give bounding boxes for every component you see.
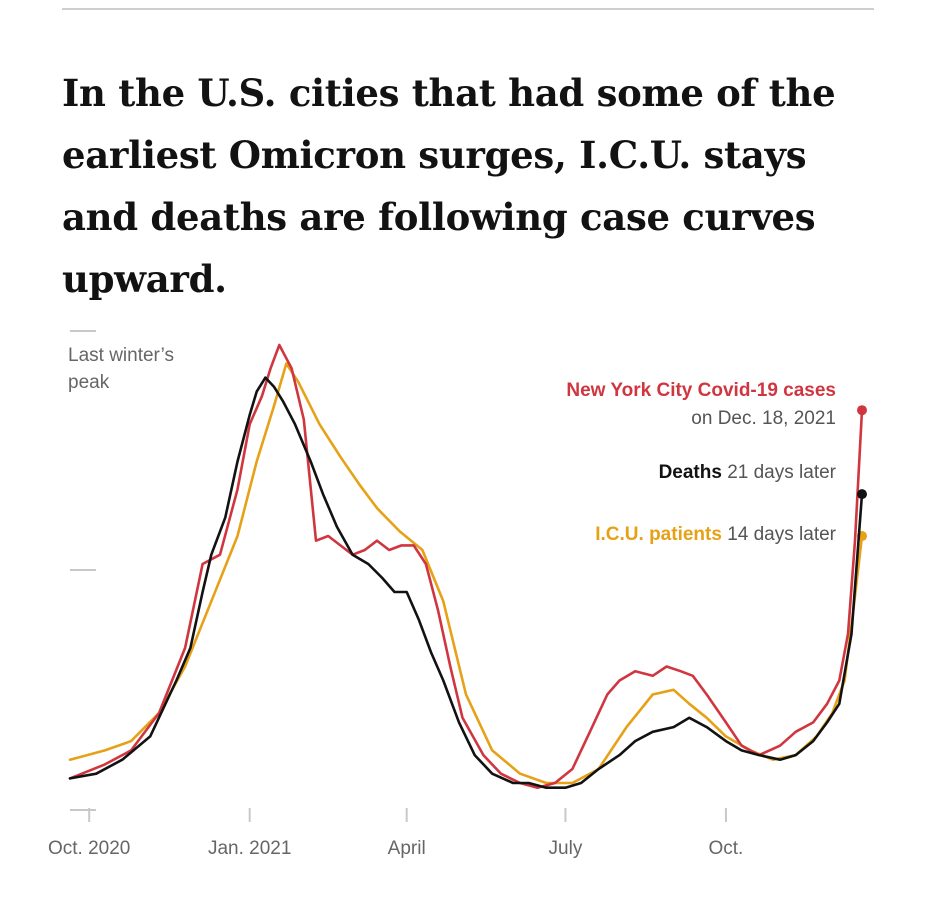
legend-cases-sub: on Dec. 18, 2021 (691, 408, 836, 429)
legend-cases-bold: New York City Covid-19 cases (566, 380, 836, 401)
x-tick-label: July (549, 838, 583, 859)
series-end-dot-1 (857, 489, 867, 500)
headline: In the U.S. cities that had some of the … (62, 71, 836, 301)
series-end-dot-0 (857, 405, 867, 416)
y-annotation-line2: peak (68, 372, 110, 393)
x-tick-label: Oct. 2020 (48, 838, 130, 859)
legend-deaths: Deaths 21 days later (659, 462, 837, 483)
y-annotation-line1: Last winter’s (68, 345, 174, 366)
legend-deaths-rest: 21 days later (722, 462, 837, 483)
x-tick-label: Jan. 2021 (208, 838, 291, 859)
legend-cases-title: New York City Covid-19 cases (566, 380, 836, 401)
x-tick-label: April (388, 838, 426, 859)
legend-cases-rest: on Dec. 18, 2021 (691, 408, 836, 429)
legend-deaths-bold: Deaths (659, 462, 722, 483)
legend-icu-bold: I.C.U. patients (595, 524, 722, 545)
series-line-0 (68, 343, 864, 790)
legend-icu: I.C.U. patients 14 days later (595, 524, 836, 545)
top-rule (62, 8, 874, 10)
series-line-1 (68, 376, 864, 790)
x-tick-label: Oct. (709, 838, 744, 859)
legend-icu-rest: 14 days later (722, 524, 837, 545)
